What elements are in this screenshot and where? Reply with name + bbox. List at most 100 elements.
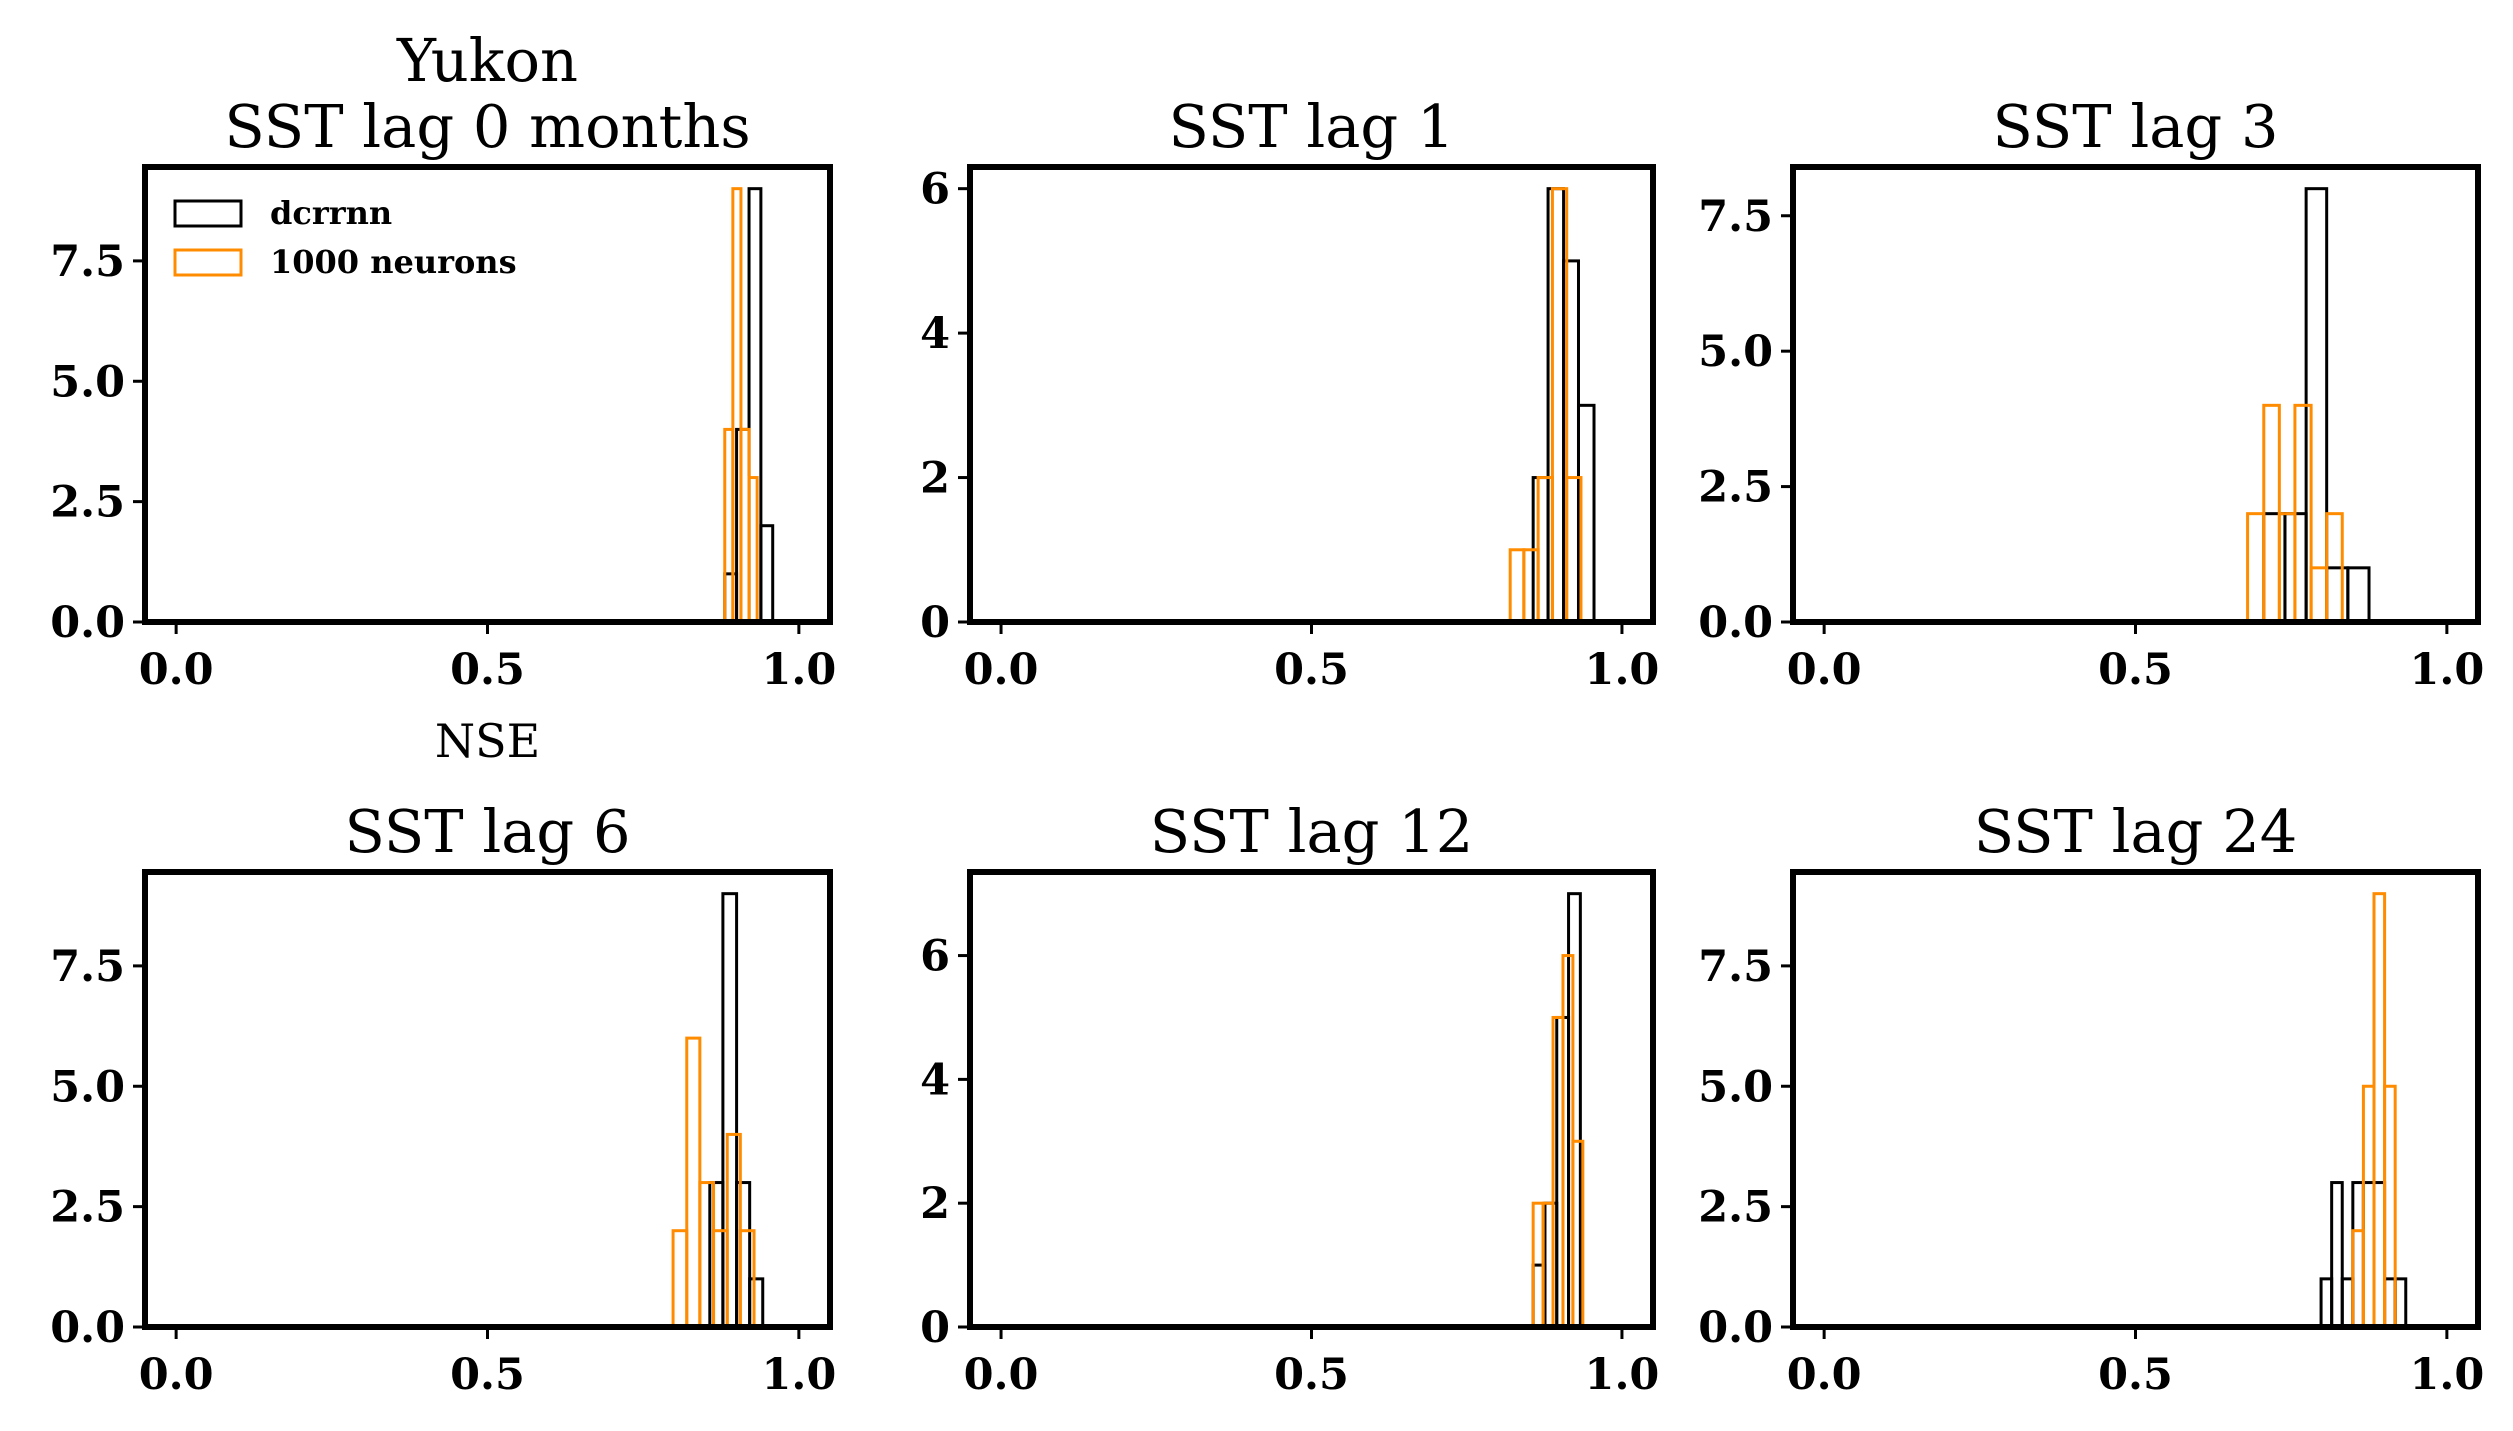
- bar-dcrrnn-3: [2325, 566, 2350, 624]
- bar-dcrrnn-3: [1567, 892, 1582, 1329]
- axes-frame: [967, 164, 1656, 625]
- x-tick-label: 1.0: [761, 645, 836, 695]
- x-tick-label: 0.5: [450, 645, 525, 695]
- bar-neurons-2: [2277, 512, 2297, 624]
- y-tick-label: 5.0: [1698, 327, 1773, 377]
- panel-title: Yukon: [396, 26, 578, 95]
- panel-title: SST lag 24: [1974, 797, 2298, 866]
- bar-dcrrnn-1: [2330, 1181, 2344, 1329]
- y-tick-label: 4: [920, 1055, 950, 1105]
- bar-dcrrnn-4: [2361, 1181, 2376, 1329]
- bar-neurons-4: [2309, 566, 2329, 624]
- bar-dcrrnn-2: [735, 1181, 752, 1329]
- bar-dcrrnn-7: [2393, 1277, 2408, 1329]
- axes-frame: [1790, 164, 2481, 625]
- bar-neurons-1: [2361, 1084, 2376, 1329]
- x-tick-label: 0.5: [1274, 1350, 1349, 1400]
- bar-neurons-0: [2246, 512, 2266, 624]
- x-tick-label: 1.0: [761, 1350, 836, 1400]
- panel-3: 0.0 0.5 1.0 0.0 2.5 5.0 7.5 SST lag 6: [50, 797, 836, 1400]
- panel-title: SST lag 3: [1992, 92, 2278, 161]
- y-tick-label: 7.5: [50, 942, 125, 992]
- panel-2: 0.0 0.5 1.0 0.0 2.5 5.0 7.5 SST lag 3: [1698, 92, 2484, 695]
- y-tick-label: 5.0: [50, 357, 125, 407]
- y-tick-label: 0.0: [50, 598, 125, 648]
- x-tick-label: 1.0: [2409, 645, 2484, 695]
- x-tick-label: 0.0: [1787, 645, 1862, 695]
- x-tick-label: 0.5: [450, 1350, 525, 1400]
- bar-dcrrnn-3: [748, 1277, 765, 1329]
- bar-dcrrnn-6: [2383, 1277, 2397, 1329]
- panel-title: SST lag 12: [1150, 797, 1474, 866]
- bar-neurons-1: [685, 1036, 702, 1329]
- bar-neurons-3: [712, 1229, 729, 1329]
- x-tick-label: 1.0: [1585, 645, 1660, 695]
- y-tick-label: 0.0: [1698, 1303, 1773, 1353]
- x-tick-label: 0.5: [2098, 645, 2173, 695]
- x-tick-label: 0.0: [1787, 1350, 1862, 1400]
- x-tick-label: 0.0: [964, 1350, 1039, 1400]
- panel-4: 0.0 0.5 1.0 0 2 4 6 SST lag 12: [920, 797, 1659, 1400]
- x-tick-label: 1.0: [2409, 1350, 2484, 1400]
- legend-swatch-neurons: [173, 248, 243, 277]
- bar-dcrrnn-0: [2319, 1277, 2334, 1329]
- axes-frame: [142, 164, 833, 625]
- bar-dcrrnn-0: [708, 1181, 725, 1329]
- y-tick-label: 2: [920, 454, 950, 504]
- y-tick-label: 7.5: [1698, 942, 1773, 992]
- y-tick-label: 4: [920, 309, 950, 359]
- bar-neurons-3: [747, 476, 759, 624]
- y-tick-label: 5.0: [1698, 1062, 1773, 1112]
- bar-neurons-4: [1571, 1139, 1585, 1329]
- legend-swatch-dcrrnn: [173, 199, 243, 228]
- x-tick-label: 0.5: [2098, 1350, 2173, 1400]
- bar-dcrrnn-1: [735, 427, 751, 624]
- bar-neurons-2: [2372, 892, 2387, 1329]
- bar-dcrrnn-3: [2351, 1181, 2365, 1329]
- y-tick-label: 2.5: [1698, 1183, 1773, 1233]
- x-tick-label: 0.0: [139, 645, 214, 695]
- bar-dcrrnn-1: [1543, 1201, 1559, 1329]
- y-tick-label: 7.5: [1698, 192, 1773, 242]
- bar-dcrrnn-0: [723, 572, 739, 624]
- y-tick-label: 7.5: [50, 237, 125, 287]
- y-tick-label: 2.5: [1698, 463, 1773, 513]
- panel-1: 0.0 0.5 1.0 0 2 4 6 SST lag 1: [920, 92, 1659, 695]
- bar-dcrrnn-1: [1546, 187, 1566, 624]
- bar-neurons-0: [2351, 1229, 2365, 1329]
- bar-neurons-3: [2383, 1084, 2397, 1329]
- y-tick-label: 0.0: [50, 1303, 125, 1353]
- bar-neurons-2: [698, 1181, 716, 1329]
- bar-dcrrnn-5: [2372, 1181, 2387, 1329]
- x-tick-label: 0.0: [964, 645, 1039, 695]
- bar-neurons-2: [1536, 476, 1554, 624]
- legend-label-neurons: 1000 neurons: [270, 243, 517, 281]
- legend-label-dcrrnn: dcrrnn: [270, 194, 392, 232]
- bar-neurons-4: [725, 1132, 742, 1329]
- bar-dcrrnn-1: [721, 892, 739, 1329]
- y-tick-label: 0: [920, 598, 950, 648]
- bar-dcrrnn-3: [759, 524, 775, 624]
- bar-dcrrnn-2: [2340, 1277, 2355, 1329]
- legend: dcrrnn 1000 neurons: [173, 194, 517, 281]
- panel-5: 0.0 0.5 1.0 0.0 2.5 5.0 7.5 SST lag 24: [1698, 797, 2484, 1400]
- axes-frame: [967, 869, 1656, 1330]
- y-tick-label: 0: [920, 1303, 950, 1353]
- bar-neurons-0: [671, 1229, 689, 1329]
- x-tick-label: 0.0: [139, 1350, 214, 1400]
- bar-dcrrnn-2: [747, 187, 763, 624]
- bar-dcrrnn-0: [2262, 512, 2287, 624]
- bar-neurons-0: [1508, 548, 1526, 624]
- y-tick-label: 2.5: [50, 478, 125, 528]
- bar-neurons-1: [1522, 548, 1540, 624]
- y-tick-label: 2: [920, 1179, 950, 1229]
- y-tick-label: 6: [920, 932, 950, 982]
- y-tick-label: 0.0: [1698, 598, 1773, 648]
- y-tick-label: 6: [920, 165, 950, 215]
- panel-title: SST lag 6: [344, 797, 630, 866]
- x-tick-label: 1.0: [1585, 1350, 1660, 1400]
- x-axis-label: NSE: [435, 714, 540, 768]
- y-tick-label: 5.0: [50, 1062, 125, 1112]
